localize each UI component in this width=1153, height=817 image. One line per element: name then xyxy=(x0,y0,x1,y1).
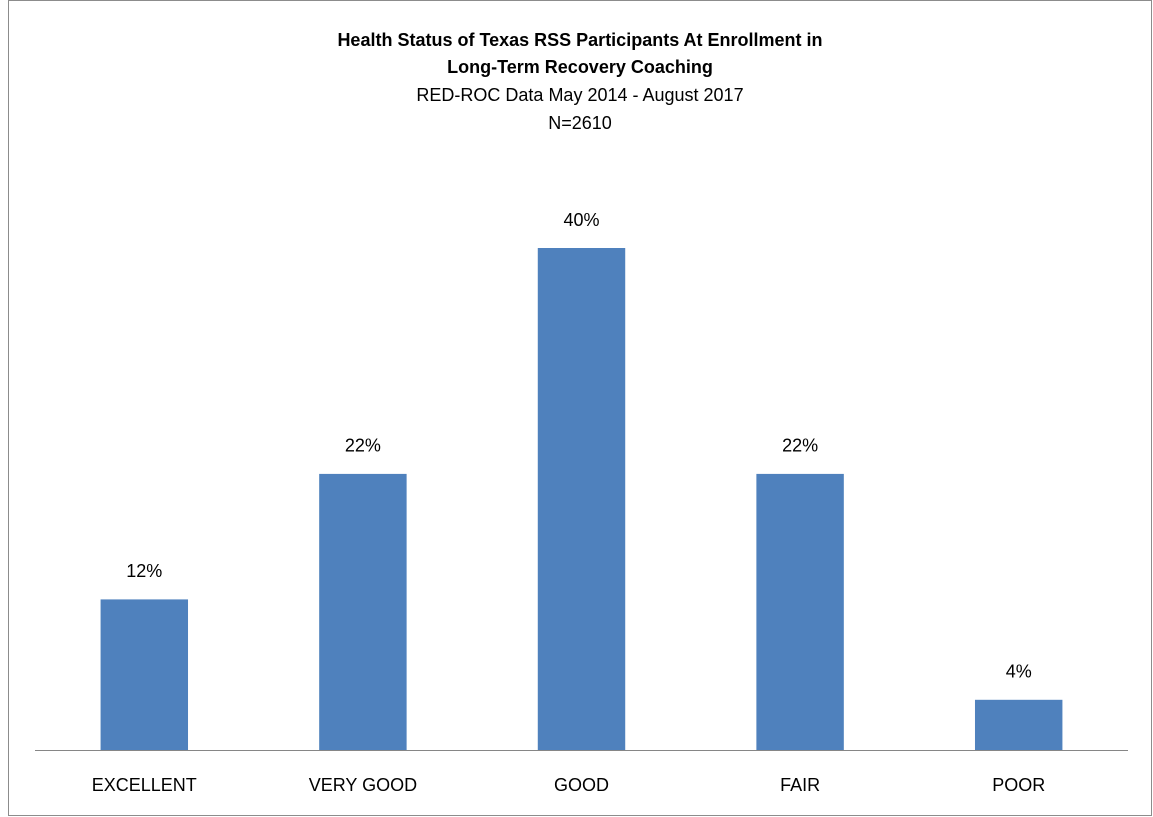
chart-title: Long-Term Recovery Coaching xyxy=(447,57,713,77)
data-label: 4% xyxy=(1006,662,1032,682)
bar xyxy=(100,599,189,750)
bar xyxy=(319,473,407,750)
chart-frame xyxy=(8,0,1152,816)
chart-subtitle: N=2610 xyxy=(548,113,612,133)
chart-title: Health Status of Texas RSS Participants … xyxy=(337,30,822,50)
x-tick-label: GOOD xyxy=(554,775,609,795)
data-label: 40% xyxy=(563,210,599,230)
data-label: 12% xyxy=(126,561,162,581)
x-tick-label: VERY GOOD xyxy=(309,775,417,795)
x-tick-label: FAIR xyxy=(780,775,820,795)
data-label: 22% xyxy=(345,436,381,456)
bar xyxy=(537,248,626,750)
x-tick-label: POOR xyxy=(992,775,1045,795)
x-tick-label: EXCELLENT xyxy=(92,775,197,795)
bar xyxy=(974,699,1063,750)
bar xyxy=(756,473,844,750)
data-label: 22% xyxy=(782,436,818,456)
chart-subtitle: RED-ROC Data May 2014 - August 2017 xyxy=(416,85,743,105)
